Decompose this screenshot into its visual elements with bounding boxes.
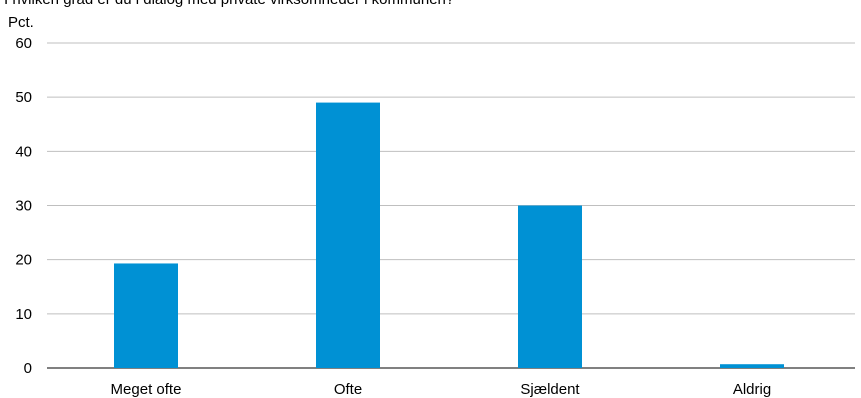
y-tick-label: 30	[15, 198, 32, 215]
bars	[114, 102, 784, 368]
x-category-label: Sjældent	[520, 381, 580, 398]
x-axis-labels: Meget ofte Ofte Sjældent Aldrig	[111, 381, 772, 398]
gridlines	[47, 42, 855, 369]
bar	[114, 263, 178, 368]
x-category-label: Ofte	[334, 381, 362, 398]
y-axis-ticks: 0 10 20 30 40 50 60	[15, 35, 32, 377]
y-tick-label: 10	[15, 306, 32, 323]
bar	[720, 364, 784, 368]
y-tick-label: 60	[15, 35, 32, 52]
y-tick-label: 40	[15, 143, 32, 160]
bar	[316, 102, 380, 368]
y-tick-label: 0	[24, 360, 32, 377]
y-axis-unit-label: Pct.	[8, 14, 34, 31]
y-tick-label: 50	[15, 89, 32, 106]
y-tick-label: 20	[15, 252, 32, 269]
x-category-label: Aldrig	[733, 381, 771, 398]
x-category-label: Meget ofte	[111, 381, 182, 398]
bar	[518, 205, 582, 368]
chart-title: I hvilken grad er du i dialog med privat…	[4, 0, 454, 9]
